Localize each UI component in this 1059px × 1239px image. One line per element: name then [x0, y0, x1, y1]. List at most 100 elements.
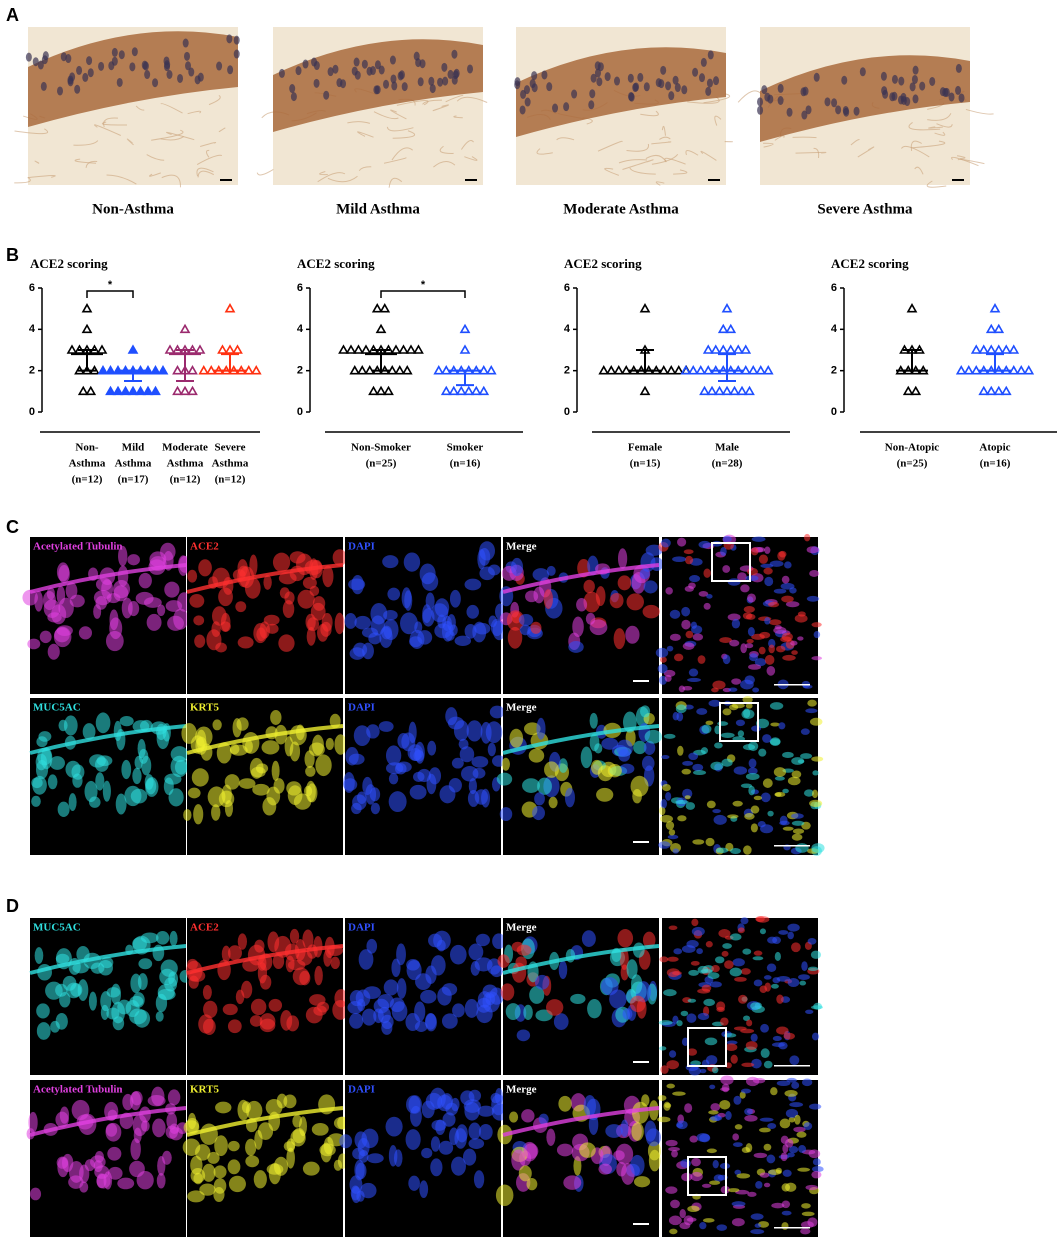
signal [680, 1010, 689, 1017]
signal [95, 712, 111, 734]
apical-edge [502, 944, 660, 975]
signal [383, 619, 399, 641]
signal [193, 615, 205, 626]
signal [665, 1139, 678, 1147]
signal [499, 807, 513, 822]
signal [377, 1006, 391, 1024]
signal [464, 999, 479, 1018]
signal [659, 956, 669, 963]
signal [36, 1003, 50, 1019]
nucleus [831, 98, 838, 108]
signal [93, 604, 102, 619]
data-point [1015, 365, 1027, 375]
nucleus [323, 90, 330, 100]
fiber [317, 172, 346, 183]
data-point [250, 365, 262, 375]
scale-bar [633, 841, 649, 843]
fiber [661, 125, 666, 136]
signal [305, 766, 316, 777]
signal [734, 976, 747, 982]
signal [88, 991, 97, 1011]
signal [249, 1015, 263, 1027]
signal [673, 653, 684, 662]
y-tick-label: 2 [831, 365, 837, 377]
signal [693, 770, 707, 776]
fiber [700, 150, 717, 161]
data-point [732, 344, 744, 354]
nucleus [546, 82, 553, 92]
signal [543, 589, 553, 609]
signal [119, 716, 134, 727]
nucleus [665, 81, 672, 91]
group-label: Smoker [447, 442, 484, 454]
signal [798, 974, 810, 980]
signal [731, 1218, 745, 1227]
fiber [714, 115, 722, 126]
signal [187, 569, 198, 583]
signal [391, 958, 401, 978]
fiber [914, 166, 924, 175]
signal [809, 1103, 822, 1110]
channel-label: MUC5AC [33, 702, 81, 714]
nucleus [354, 70, 361, 80]
signal [720, 1075, 734, 1085]
signal [764, 654, 775, 665]
signal [63, 715, 78, 736]
fiber [149, 172, 161, 177]
signal [745, 575, 759, 582]
signal [753, 795, 763, 801]
histology-caption: Non-Asthma [92, 201, 174, 217]
fluorescence-image [22, 537, 192, 694]
signal [771, 983, 779, 989]
signal [94, 757, 109, 772]
data-point [157, 365, 169, 375]
data-point [96, 344, 108, 354]
signal [100, 1004, 109, 1021]
signal [658, 841, 671, 849]
signal [250, 998, 267, 1016]
group-label: (n=17) [118, 474, 149, 486]
scale-bar [774, 684, 810, 686]
signal [121, 597, 133, 619]
signal [489, 705, 505, 719]
signal [781, 632, 793, 642]
fluorescence-image [496, 698, 663, 855]
inset-box [719, 702, 759, 742]
signal [528, 748, 545, 763]
signal [643, 740, 656, 755]
signal [747, 593, 756, 603]
signal [710, 1103, 721, 1112]
signal [468, 943, 484, 961]
signal [697, 965, 709, 974]
fiber [928, 126, 943, 129]
fiber [327, 175, 358, 183]
signal [676, 1020, 683, 1027]
fiber [464, 156, 478, 161]
signal [55, 983, 68, 997]
signal [791, 820, 805, 826]
nucleus [129, 62, 136, 72]
signal [49, 756, 65, 770]
signal [735, 719, 746, 727]
signal [805, 1009, 814, 1014]
nucleus [144, 70, 151, 80]
signal [95, 772, 105, 791]
signal [366, 724, 380, 739]
data-point [740, 344, 752, 354]
data-point [433, 365, 445, 375]
signal [115, 793, 127, 815]
signal [684, 1103, 693, 1113]
data-point [135, 385, 146, 396]
data-point [706, 385, 718, 396]
signal [268, 998, 283, 1012]
data-point [353, 344, 364, 354]
signal [734, 1124, 743, 1130]
nucleus [111, 56, 118, 66]
nucleus [898, 76, 905, 86]
data-point [680, 365, 692, 375]
signal [122, 1093, 134, 1111]
signal [782, 1169, 792, 1177]
nucleus [596, 77, 603, 87]
signal [794, 614, 808, 623]
signal [518, 1165, 532, 1182]
